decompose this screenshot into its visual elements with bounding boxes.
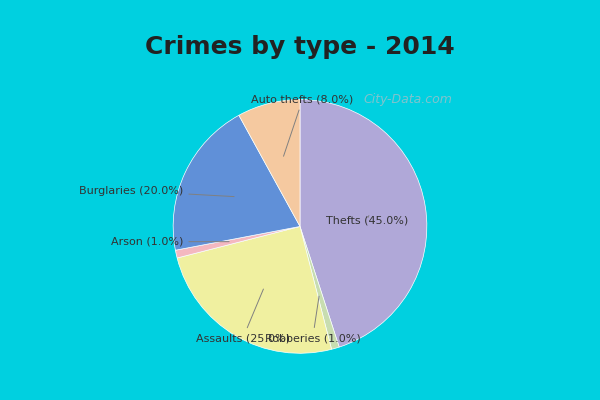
Text: Burglaries (20.0%): Burglaries (20.0%) bbox=[79, 186, 234, 196]
Title: Crimes by type - 2014: Crimes by type - 2014 bbox=[145, 35, 455, 59]
Text: Assaults (25.0%): Assaults (25.0%) bbox=[196, 289, 290, 343]
Wedge shape bbox=[177, 226, 332, 353]
Wedge shape bbox=[300, 100, 427, 347]
Wedge shape bbox=[173, 115, 300, 250]
Wedge shape bbox=[300, 226, 339, 349]
Text: Auto thefts (8.0%): Auto thefts (8.0%) bbox=[251, 95, 353, 156]
Text: Arson (1.0%): Arson (1.0%) bbox=[111, 237, 229, 247]
Wedge shape bbox=[239, 100, 300, 226]
Text: Thefts (45.0%): Thefts (45.0%) bbox=[326, 215, 408, 225]
Text: Robberies (1.0%): Robberies (1.0%) bbox=[265, 296, 361, 343]
Wedge shape bbox=[175, 226, 300, 258]
Text: City-Data.com: City-Data.com bbox=[364, 93, 452, 106]
